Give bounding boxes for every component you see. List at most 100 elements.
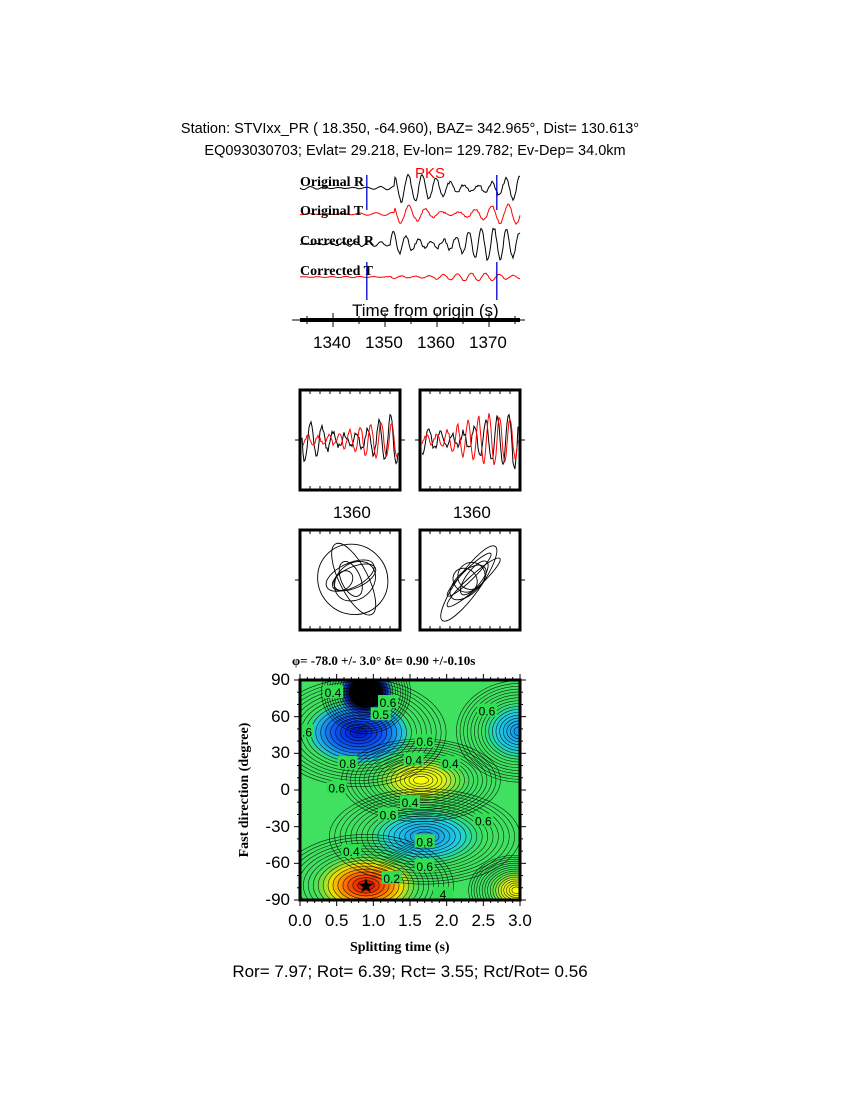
- wave-tick-left: 1360: [333, 503, 371, 522]
- contour-label: 0.6: [378, 695, 398, 710]
- particle-motion-panels: [295, 528, 525, 632]
- contour-field: 0.40.60.5 0.60.60.60.4 0.40.80.60.40.6 0.60…: [300, 680, 520, 902]
- contour-line: [399, 823, 451, 850]
- x-tick-label: 3.0: [508, 911, 532, 930]
- contour-label-text: 0.6: [328, 782, 345, 796]
- contour-label-text: 0.2: [383, 872, 400, 886]
- contour-line: [351, 680, 381, 706]
- waveform-fast: [301, 413, 399, 465]
- contour-line: [303, 848, 429, 900]
- best-fit-star-icon: ★: [357, 875, 375, 897]
- contour-line: [348, 680, 384, 709]
- contour-line: [300, 684, 437, 781]
- contour-label-bg: [337, 756, 358, 770]
- contour-line: [382, 815, 467, 858]
- tick-1360: 1360: [417, 333, 455, 352]
- contour-label-bg: [440, 756, 461, 770]
- contour-line: [471, 856, 520, 900]
- contour-line: [352, 877, 380, 894]
- contour-label-text: 0.6: [416, 735, 433, 749]
- y-tick-label: -30: [265, 816, 290, 836]
- contour-label: 0.8: [414, 834, 435, 849]
- contour-line: [473, 858, 520, 900]
- contour-title: φ= -78.0 +/- 3.0° δt= 0.90 +/-0.10s: [292, 653, 476, 668]
- contour-label-text: 0.6: [479, 705, 496, 719]
- contour-label-text: 0.4: [405, 753, 422, 767]
- contour-label-bg: [341, 844, 362, 858]
- contour-line: [350, 727, 368, 738]
- contour-line: [500, 878, 520, 900]
- contour-label-bg: [400, 795, 420, 809]
- contour-line: [506, 882, 520, 898]
- contour-line: [498, 876, 520, 900]
- particle-motion-path: [317, 543, 389, 616]
- contour-line: [484, 866, 520, 900]
- tick-1370: 1370: [469, 333, 507, 352]
- contour-line: [484, 703, 520, 760]
- contour-line: [345, 796, 505, 877]
- tick-1350: 1350: [365, 333, 403, 352]
- contour-label-bg: [326, 780, 347, 794]
- y-tick-label: -90: [265, 890, 290, 909]
- contour-line: [476, 860, 520, 900]
- contour-label: 0.8: [337, 756, 358, 771]
- contour-label-bg: [381, 871, 402, 884]
- contour-line: [345, 724, 373, 742]
- contour-line: [481, 864, 520, 900]
- label-original-t: Original T: [300, 204, 364, 219]
- contour-line: [395, 766, 447, 794]
- contour-line: [513, 726, 520, 737]
- waveform-slow: [421, 413, 519, 466]
- time-axis-label: Time from origin (s): [352, 301, 499, 320]
- x-axis-label: Splitting time (s): [350, 940, 450, 955]
- footer-ratios: Ror= 7.97; Rot= 6.39; Rct= 3.55; Rct/Rot…: [232, 962, 588, 981]
- contour-label: 0.4: [400, 795, 420, 810]
- contour-label: 0.6: [414, 734, 435, 749]
- x-tick-label: 0.5: [324, 911, 349, 930]
- contour-line: [492, 872, 520, 900]
- label-corrected-r: Corrected R: [300, 234, 374, 249]
- contour-line: [350, 799, 499, 874]
- particle-motion-path: [440, 545, 498, 622]
- contour-line: [300, 693, 422, 772]
- contour-label-text: 0.6: [380, 696, 397, 710]
- contour-line: [300, 842, 439, 900]
- contour-label: 0.2: [381, 871, 402, 886]
- contour-label-bg: [300, 724, 314, 738]
- contour-line: [399, 769, 443, 792]
- contour-line: [479, 862, 520, 900]
- contour-line: [346, 680, 386, 711]
- contour-label: 0.6: [326, 780, 347, 796]
- contour-line: [495, 874, 520, 900]
- label-corrected-t: Corrected T: [300, 264, 373, 279]
- contour-line: [330, 714, 388, 751]
- particle-motion-path: [449, 564, 487, 601]
- particle-motion-box: [418, 528, 522, 632]
- waveform-box: [418, 388, 522, 492]
- x-tick-label: 1.0: [361, 911, 386, 930]
- contour-line: [358, 685, 374, 699]
- event-info: EQ093030703; Evlat= 29.218, Ev-lon= 129.…: [204, 143, 626, 159]
- contour-line: [463, 685, 520, 777]
- contour-label-bg: [403, 752, 424, 766]
- label-original-r: Original R: [300, 175, 365, 190]
- particle-motion-path: [331, 563, 377, 592]
- contour-line: [300, 837, 449, 900]
- contour-line: [477, 697, 520, 766]
- contour-label-text: 0.6: [416, 860, 433, 874]
- contour-label-text: 0.8: [416, 835, 433, 849]
- contour-line: [300, 834, 454, 900]
- contour-line: [356, 683, 376, 702]
- y-tick-label: 0: [280, 780, 290, 799]
- trace-original-t: [300, 203, 521, 225]
- contour-label: 0.6: [473, 813, 494, 829]
- contour-line: [322, 860, 410, 900]
- contour-label-bg: [433, 886, 453, 900]
- contour-label-text: 4: [440, 888, 447, 902]
- tick-1340: 1340: [313, 333, 351, 352]
- contour-line: [335, 717, 383, 748]
- contour-line: [408, 773, 434, 787]
- contour-line: [363, 750, 479, 811]
- particle-motion-path: [333, 570, 354, 591]
